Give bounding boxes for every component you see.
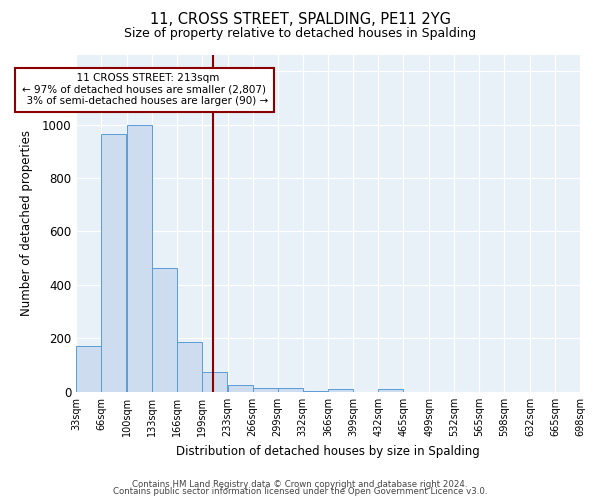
Bar — [328, 390, 353, 392]
Bar — [177, 342, 202, 392]
Bar — [76, 346, 101, 392]
Bar — [127, 124, 152, 392]
Text: 11 CROSS STREET: 213sqm
← 97% of detached houses are smaller (2,807)
  3% of sem: 11 CROSS STREET: 213sqm ← 97% of detache… — [20, 73, 269, 106]
Bar — [152, 268, 177, 392]
Bar — [228, 385, 253, 392]
Bar — [101, 134, 126, 392]
Text: Contains HM Land Registry data © Crown copyright and database right 2024.: Contains HM Land Registry data © Crown c… — [132, 480, 468, 489]
Bar — [202, 372, 227, 392]
Y-axis label: Number of detached properties: Number of detached properties — [20, 130, 33, 316]
Text: Size of property relative to detached houses in Spalding: Size of property relative to detached ho… — [124, 28, 476, 40]
X-axis label: Distribution of detached houses by size in Spalding: Distribution of detached houses by size … — [176, 444, 480, 458]
Bar — [303, 390, 328, 392]
Text: Contains public sector information licensed under the Open Government Licence v3: Contains public sector information licen… — [113, 488, 487, 496]
Bar — [253, 388, 278, 392]
Text: 11, CROSS STREET, SPALDING, PE11 2YG: 11, CROSS STREET, SPALDING, PE11 2YG — [149, 12, 451, 28]
Bar — [379, 390, 403, 392]
Bar — [278, 388, 303, 392]
